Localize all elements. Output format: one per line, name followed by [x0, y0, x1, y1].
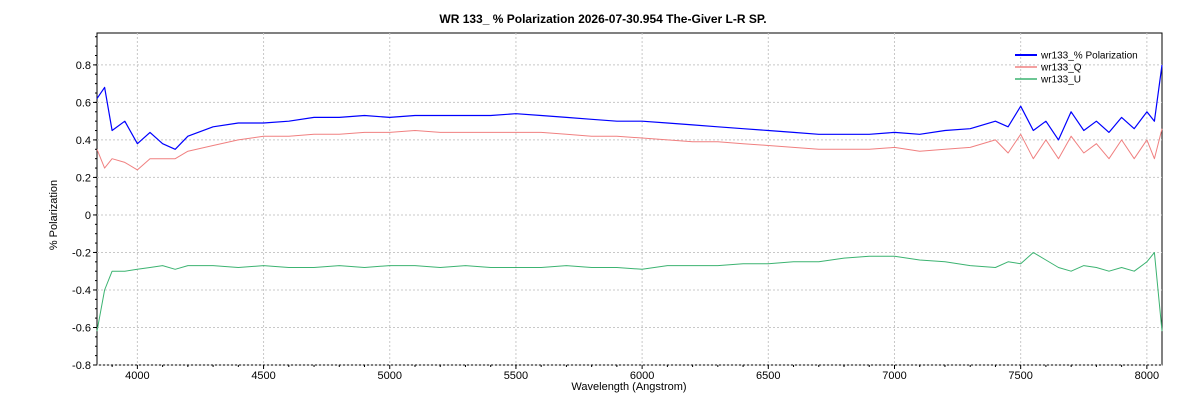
y-tick-label: -0.4 — [72, 285, 91, 297]
y-tick-label: 0 — [85, 210, 91, 222]
x-tick-label: 7500 — [1008, 370, 1032, 382]
x-tick-label: 5500 — [504, 370, 528, 382]
y-tick-label: -0.8 — [72, 360, 91, 372]
x-axis: 4000 4500 5000 5500 6000 6500 7000 7500 8000 — [111, 365, 1159, 382]
legend-label: wr133_U — [1040, 75, 1081, 86]
x-tick-label: 6000 — [630, 370, 654, 382]
x-tick-label: 6500 — [756, 370, 780, 382]
series-lines — [96, 64, 1163, 332]
y-axis: -0.8 -0.6 -0.4 -0.2 0 0.2 0.4 0.6 0.8 — [72, 36, 97, 372]
legend-label: wr133_% Polarization — [1040, 51, 1138, 62]
x-tick-label: 7000 — [882, 370, 906, 382]
grid-lines — [97, 33, 1162, 366]
x-tick-label: 4500 — [251, 370, 275, 382]
x-tick-label: 4000 — [125, 370, 149, 382]
y-tick-label: 0.4 — [76, 135, 91, 147]
y-axis-label: % Polarization — [48, 180, 60, 250]
y-tick-label: -0.6 — [72, 322, 91, 334]
series-line-1 — [96, 128, 1163, 171]
y-tick-label: -0.2 — [72, 247, 91, 259]
series-line-2 — [96, 252, 1163, 332]
x-tick-label: 8000 — [1135, 370, 1159, 382]
legend-label: wr133_Q — [1040, 63, 1082, 74]
x-tick-label: 5000 — [378, 370, 402, 382]
y-tick-label: 0.6 — [76, 97, 91, 109]
y-tick-label: 0.2 — [76, 172, 91, 184]
chart-title: WR 133_ % Polarization 2026-07-30.954 Th… — [439, 12, 766, 26]
y-tick-label: 0.8 — [76, 60, 91, 72]
series-line-0 — [96, 64, 1163, 150]
x-axis-label: Wavelength (Angstrom) — [571, 381, 686, 393]
plot-area — [96, 32, 1163, 366]
